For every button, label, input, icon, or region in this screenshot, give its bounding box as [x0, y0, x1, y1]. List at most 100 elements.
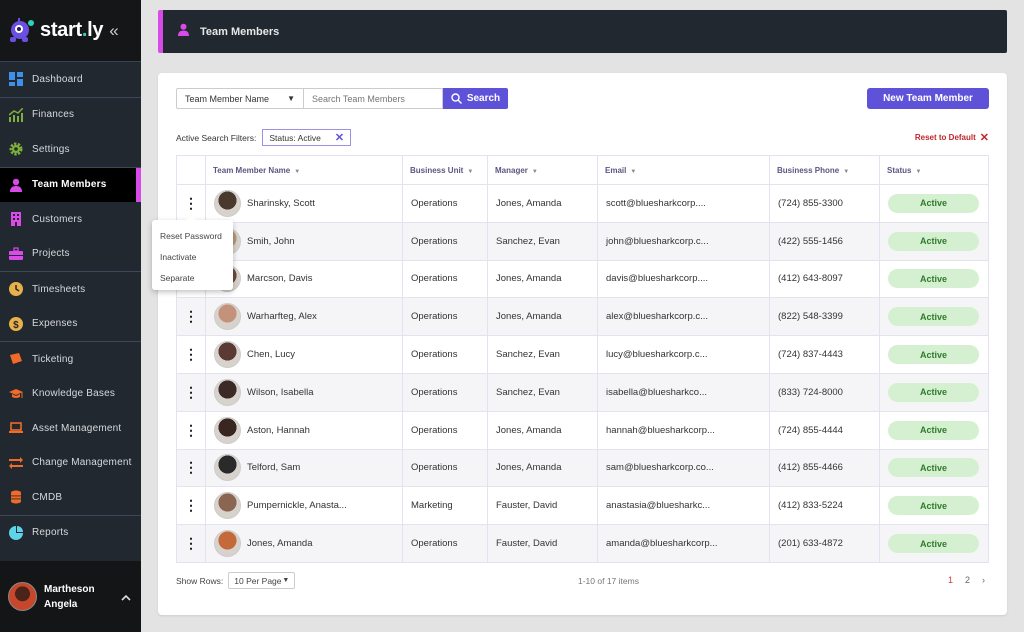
cell-status: Active [879, 372, 989, 412]
sidebar-item-expenses[interactable]: $ Expenses [0, 307, 141, 342]
user-profile[interactable]: Martheson Angela [0, 561, 141, 632]
cell-phone: (724) 855-3300 [769, 184, 880, 223]
sidebar-item-settings[interactable]: Settings [0, 132, 141, 167]
sidebar-item-label: Asset Management [32, 422, 122, 434]
cell-name: Warharfteg, Alex [205, 297, 403, 337]
robot-logo-icon [10, 17, 34, 42]
search-bar: Team Member Name ▼ Search [176, 88, 508, 109]
table-row: ⋮ Pumpernickle, Anasta... Marketing Fauster… [176, 486, 989, 526]
collapse-sidebar-icon[interactable]: « [109, 20, 119, 40]
gear-icon [8, 141, 24, 157]
cell-phone: (412) 833-5224 [769, 486, 880, 526]
table-row: ⋮ Sharinsky, Scott Operations Jones, Amanda… [176, 184, 989, 223]
sidebar-item-reports[interactable]: Reports [0, 516, 141, 551]
search-field-select[interactable]: Team Member Name ▼ [176, 88, 304, 109]
next-page-icon[interactable]: › [982, 575, 985, 585]
sidebar-item-asset-management[interactable]: Asset Management [0, 411, 141, 446]
row-actions-kebab-icon[interactable]: ⋮ [176, 410, 206, 450]
column-header-manager[interactable]: Manager ▼ [487, 155, 598, 185]
sidebar-item-ticketing[interactable]: Ticketing [0, 342, 141, 377]
sidebar-item-label: Timesheets [32, 283, 86, 295]
page-1[interactable]: 1 [947, 575, 953, 585]
sidebar-item-projects[interactable]: Projects [0, 237, 141, 272]
cell-manager: Fauster, David [487, 524, 598, 563]
cell-name: Jones, Amanda [205, 524, 403, 563]
column-header-business-unit[interactable]: Business Unit ▼ [402, 155, 488, 185]
sidebar-item-team-members[interactable]: Team Members [0, 167, 141, 202]
avatar [214, 189, 241, 217]
chevron-up-icon[interactable] [121, 590, 131, 604]
sidebar-item-knowledge-bases[interactable]: Knowledge Bases [0, 377, 141, 412]
table-row: ⋮ Warharfteg, Alex Operations Jones, Amanda… [176, 297, 989, 337]
cell-email: isabella@bluesharkco... [597, 372, 770, 412]
search-button[interactable]: Search [443, 88, 508, 109]
ticket-icon [8, 351, 24, 367]
column-header-actions [176, 155, 206, 185]
sort-icon: ▼ [630, 168, 637, 175]
menu-item-separate[interactable]: Separate [160, 272, 195, 283]
show-rows: Show Rows: 10 Per Page ▼ [176, 572, 296, 589]
row-actions-kebab-icon[interactable]: ⋮ [176, 335, 206, 374]
menu-item-inactivate[interactable]: Inactivate [160, 251, 197, 262]
sidebar-item-change-management[interactable]: Change Management [0, 446, 141, 481]
active-filters-label: Active Search Filters: [176, 132, 257, 143]
pie-chart-icon [8, 525, 24, 541]
sidebar-item-label: Change Management [32, 457, 132, 469]
table-row: ⋮ Aston, Hannah Operations Jones, Amanda han… [176, 410, 989, 450]
sort-icon: ▼ [467, 168, 474, 175]
sidebar-item-label: Ticketing [32, 353, 74, 365]
page-2[interactable]: 2 [964, 575, 970, 585]
sidebar-item-cmdb[interactable]: CMDB [0, 480, 141, 515]
nav-group-reports: Reports [0, 516, 141, 551]
database-icon [8, 489, 24, 505]
menu-item-reset-password[interactable]: Reset Password [160, 230, 222, 241]
active-filters: Active Search Filters: Status: Active ✕ [176, 129, 352, 146]
sidebar-item-dashboard[interactable]: Dashboard [0, 62, 141, 97]
building-icon [8, 211, 24, 227]
row-actions-kebab-icon[interactable]: ⋮ [176, 297, 206, 337]
sidebar-item-finances[interactable]: Finances [0, 98, 141, 133]
sidebar-item-customers[interactable]: Customers [0, 202, 141, 237]
cell-manager: Jones, Amanda [487, 448, 598, 488]
cell-email: alex@bluesharkcorp.c... [597, 297, 770, 337]
page-title: Team Members [200, 25, 280, 38]
cell-manager: Jones, Amanda [487, 297, 598, 337]
status-badge: Active [888, 534, 979, 554]
graduation-cap-icon [8, 386, 24, 402]
cell-name: Wilson, Isabella [205, 372, 403, 412]
search-input[interactable] [304, 88, 443, 109]
cell-email: john@bluesharkcorp.c... [597, 221, 770, 261]
row-actions-kebab-icon[interactable]: ⋮ [176, 524, 206, 563]
status-badge: Active [888, 382, 979, 402]
cell-name: Sharinsky, Scott [205, 184, 403, 223]
row-actions-kebab-icon[interactable]: ⋮ [176, 448, 206, 488]
column-header-business-phone[interactable]: Business Phone ▼ [769, 155, 880, 185]
status-badge: Active [888, 193, 979, 213]
cell-status: Active [879, 297, 989, 337]
nav-group-time: Timesheets $ Expenses [0, 272, 141, 342]
sidebar-item-label: Dashboard [32, 73, 83, 85]
new-team-member-button[interactable]: New Team Member [867, 88, 989, 109]
cell-status: Active [879, 221, 989, 261]
sort-icon: ▼ [294, 168, 301, 175]
cell-manager: Jones, Amanda [487, 259, 598, 299]
column-header-status[interactable]: Status ▼ [879, 155, 989, 185]
person-icon [8, 177, 24, 193]
cell-status: Active [879, 486, 989, 526]
status-badge: Active [888, 496, 979, 516]
sidebar-item-label: Team Members [32, 179, 107, 191]
cell-email: davis@bluesharkcorp.... [597, 259, 770, 299]
rows-per-page-select[interactable]: 10 Per Page ▼ [228, 572, 296, 589]
column-header-email[interactable]: Email ▼ [597, 155, 770, 185]
table-header-row: Team Member Name ▼ Business Unit ▼ Manager… [176, 155, 989, 185]
status-badge: Active [888, 458, 979, 478]
cell-phone: (412) 643-8097 [769, 259, 880, 299]
sidebar-item-timesheets[interactable]: Timesheets [0, 272, 141, 307]
remove-filter-icon[interactable]: ✕ [334, 132, 345, 144]
column-header-name[interactable]: Team Member Name ▼ [205, 155, 403, 185]
team-members-card: Team Member Name ▼ Search New Team Membe… [158, 73, 1007, 615]
row-actions-kebab-icon[interactable]: ⋮ [176, 372, 206, 412]
reset-to-default-button[interactable]: Reset to Default ✕ [914, 132, 989, 144]
logo-text: start.ly [40, 19, 104, 41]
row-actions-kebab-icon[interactable]: ⋮ [176, 486, 206, 526]
